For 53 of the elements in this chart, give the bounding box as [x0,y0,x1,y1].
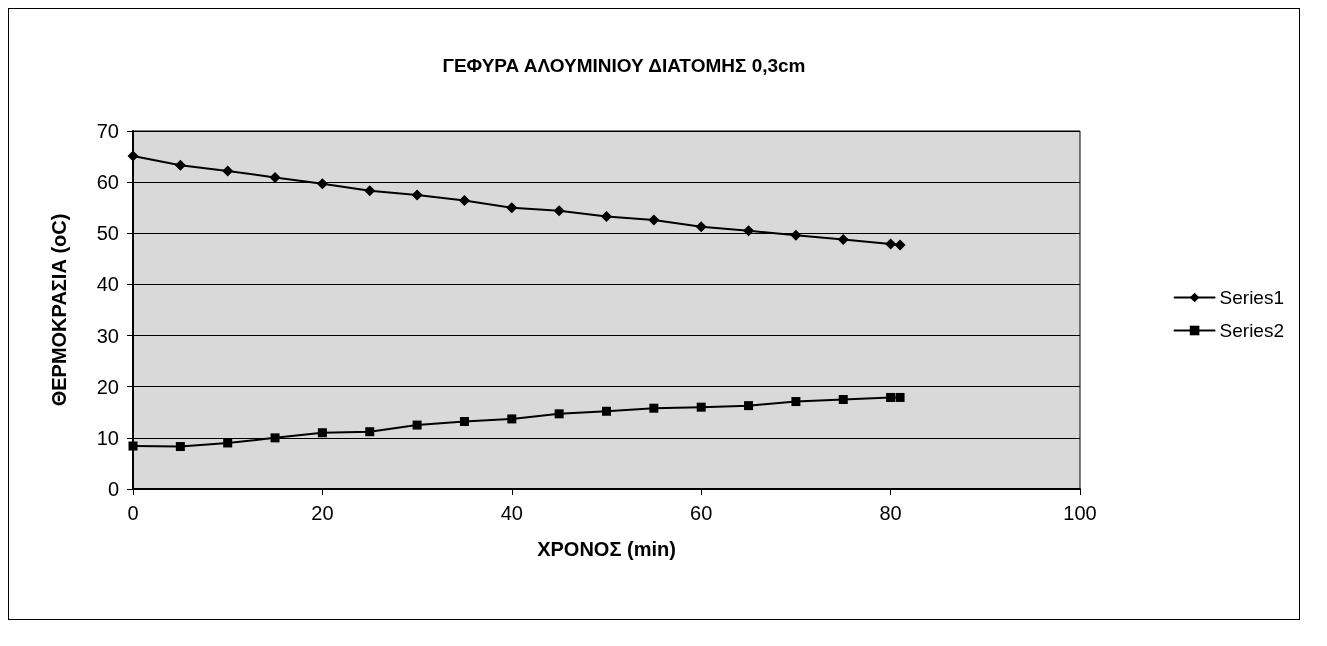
point [317,428,327,438]
point [412,420,422,430]
y-tick-label: 30 [96,324,119,347]
y-tick-label: 70 [96,120,119,142]
point [270,433,280,443]
point [175,442,185,452]
point [365,427,375,437]
point [506,202,518,214]
point [837,233,849,245]
point [507,414,517,424]
y-tick-label: 10 [96,426,119,449]
point [838,395,848,404]
y-axis-title: ΘΕΡΜΟΚΡΑΣΙΑ (oC) [48,213,70,407]
chart-title: ΓΕΦΥΡΑ ΑΛΟΥΜΙΝΙΟΥ ΔΙΑΤΟΜΗΣ 0,3cm [442,55,806,76]
point [411,189,423,201]
x-tick-label: 40 [500,502,523,524]
point [364,185,376,197]
x-axis-title: ΧΡΟΝΟΣ (min) [537,538,676,560]
point [743,225,755,237]
point [174,159,186,171]
point [553,205,565,217]
point [885,238,897,250]
point [886,392,896,402]
y-tick-label: 50 [96,222,119,245]
point [791,397,801,407]
point [127,150,139,162]
point [602,406,611,416]
point [459,416,469,426]
point [894,239,906,251]
y-tick-label: 40 [96,273,119,296]
point [790,229,802,241]
point [695,221,707,233]
point [223,438,233,448]
point [458,195,470,207]
point [696,402,706,412]
point [648,214,660,226]
x-tick-label: 60 [690,502,713,524]
y-tick-label: 0 [107,478,119,500]
point [222,165,234,177]
x-tick-label: 80 [879,502,902,524]
point [895,392,905,402]
legend-label: Series1 [1219,287,1284,308]
y-tick-label: 20 [96,375,119,398]
point [649,403,659,413]
point [601,210,612,222]
legend-label: Series2 [1219,320,1284,341]
y-tick-label: 60 [96,171,119,194]
x-tick-label: 0 [127,502,139,524]
point [554,409,564,419]
point [744,401,754,411]
x-tick-label: 20 [311,502,334,524]
point [316,178,328,190]
x-tick-label: 100 [1063,502,1097,524]
